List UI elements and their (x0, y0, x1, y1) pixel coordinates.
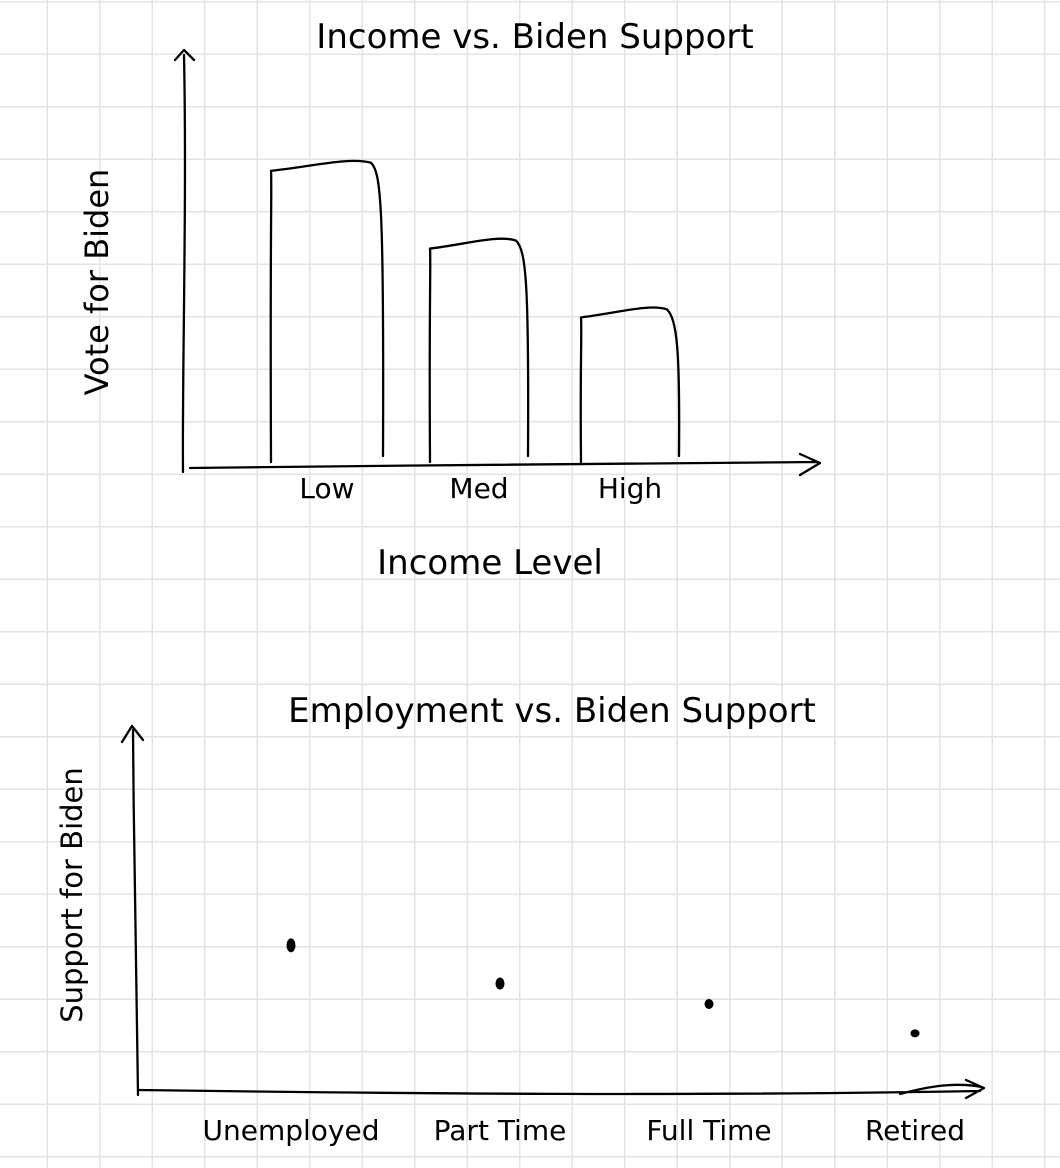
chart2-points (286, 938, 920, 1038)
xtick-retired: Retired (865, 1114, 965, 1147)
bar-med (428, 237, 530, 464)
employment-dot-chart: Employment vs. Biden Support Support for… (55, 691, 986, 1147)
chart1-ylabel: Vote for Biden (78, 169, 116, 396)
xtick-part-time: Part Time (434, 1114, 567, 1147)
bar-low (269, 159, 385, 464)
point-retired (910, 1029, 920, 1038)
chart1-bars (269, 159, 681, 464)
point-unemployed (286, 938, 296, 953)
xtick-full-time: Full Time (646, 1114, 771, 1147)
chart2-ylabel: Support for Biden (55, 767, 89, 1023)
chart1-title: Income vs. Biden Support (316, 17, 753, 57)
chart1-x-axis (188, 452, 822, 477)
chart2-tick-labels: Unemployed Part Time Full Time Retired (203, 1114, 966, 1147)
xtick-med: Med (449, 472, 508, 505)
chart2-y-axis (120, 724, 145, 1097)
chart2-title: Employment vs. Biden Support (288, 691, 816, 731)
income-bar-chart: Income vs. Biden Support Vote for Biden … (78, 17, 822, 583)
point-part-time (495, 977, 505, 990)
chart1-xlabel: Income Level (377, 543, 603, 583)
point-full-time (704, 999, 714, 1009)
xtick-unemployed: Unemployed (203, 1114, 380, 1147)
bar-high (579, 306, 681, 464)
chart1-tick-labels: Low Med High (299, 472, 662, 505)
chart1-y-axis (173, 48, 196, 474)
xtick-high: High (598, 472, 662, 505)
chart2-x-axis (136, 1078, 986, 1100)
xtick-low: Low (299, 472, 354, 505)
